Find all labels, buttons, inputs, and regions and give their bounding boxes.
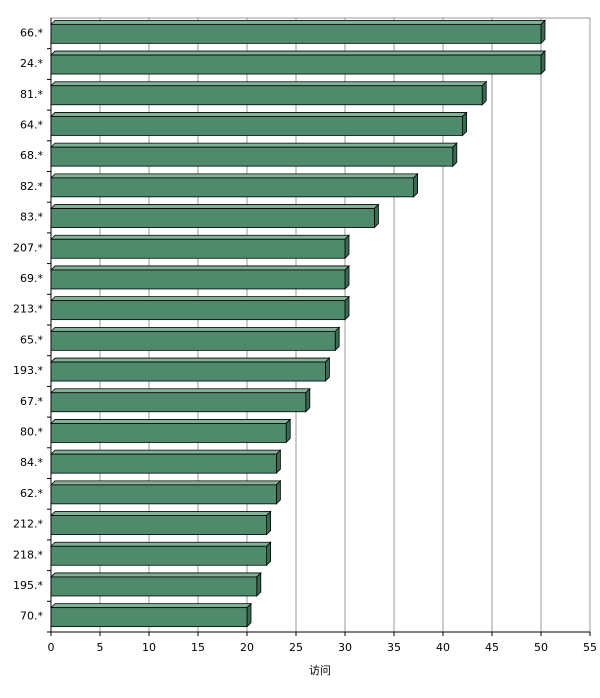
x-tick-label: 55 (583, 641, 597, 654)
x-tick-label: 20 (240, 641, 254, 654)
y-tick-label: 84.* (20, 456, 43, 469)
bar-side (344, 234, 350, 260)
bar-top (50, 234, 350, 240)
y-tick-label: 218.* (13, 548, 43, 561)
bar (50, 484, 277, 505)
y-tick-label: 83.* (20, 211, 43, 224)
bar-top (50, 81, 488, 87)
x-tick-label: 15 (191, 641, 205, 654)
bar (50, 361, 326, 382)
bar-side (305, 387, 311, 413)
bar (50, 269, 346, 290)
bar-top (50, 265, 350, 271)
x-tick-label: 5 (97, 641, 104, 654)
y-tick-label: 195.* (13, 579, 43, 592)
bar-top (50, 572, 262, 578)
y-tick-label: 82.* (20, 180, 43, 193)
x-tick-label: 35 (387, 641, 401, 654)
bar-side (344, 295, 350, 321)
bar-top (50, 419, 292, 424)
bar (50, 453, 277, 474)
bar-top (50, 296, 350, 302)
bar-side (373, 203, 379, 229)
bar (50, 85, 483, 106)
bar-top (50, 142, 458, 148)
bar-top (50, 19, 546, 25)
bar-side (266, 541, 272, 567)
bar-side (275, 449, 281, 475)
bar-side (462, 111, 468, 137)
bar (50, 238, 346, 259)
y-tick-label: 193.* (13, 364, 43, 377)
bar-side (540, 19, 546, 45)
x-tick-label: 50 (534, 641, 548, 654)
x-tick-label: 40 (436, 641, 450, 654)
bar (50, 607, 248, 628)
bar-side (344, 264, 350, 290)
bar-top (50, 449, 282, 455)
x-axis-title: 访问 (309, 664, 331, 677)
y-tick-label: 207.* (13, 241, 43, 254)
y-tick-label: 65.* (20, 333, 43, 346)
bar (50, 576, 258, 597)
x-tick-label: 10 (142, 641, 156, 654)
bar (50, 423, 287, 443)
y-tick-label: 70.* (20, 610, 43, 623)
bar-top (50, 326, 341, 332)
bar-top (50, 50, 546, 56)
y-tick-label: 68.* (20, 149, 43, 162)
bar-side (246, 602, 252, 628)
bar-side (275, 479, 281, 505)
bar (50, 208, 375, 228)
y-tick-label: 69.* (20, 272, 43, 285)
bar (50, 300, 346, 321)
bar-top (50, 112, 468, 117)
bar-side (452, 142, 458, 168)
x-tick-label: 30 (338, 641, 352, 654)
x-tick-label: 45 (485, 641, 499, 654)
bar-side (334, 326, 340, 352)
bar-top (50, 357, 331, 363)
bar-top (50, 541, 272, 547)
bar-side (285, 418, 291, 444)
y-tick-label: 64.* (20, 118, 43, 131)
x-tick-label: 25 (289, 641, 303, 654)
bar (50, 330, 336, 351)
bar-top (50, 480, 282, 486)
bar-top (50, 204, 380, 209)
bar (50, 146, 454, 167)
bar-side (266, 510, 272, 536)
y-tick-label: 24.* (20, 57, 43, 70)
bar-side (256, 571, 262, 597)
bar-top (50, 603, 252, 609)
bar (50, 545, 268, 566)
bar-side (413, 172, 419, 198)
bar (50, 23, 542, 44)
bar-top (50, 173, 419, 179)
plot-area (50, 17, 591, 633)
y-tick-label: 81.* (20, 88, 43, 101)
bar-side (324, 357, 330, 383)
bar-top (50, 388, 311, 394)
bar (50, 116, 464, 136)
y-tick-label: 67.* (20, 395, 43, 408)
y-tick-label: 62.* (20, 487, 43, 500)
bar-top (50, 511, 272, 516)
x-tick-label: 0 (48, 641, 55, 654)
y-tick-label: 212.* (13, 518, 43, 531)
bar (50, 177, 415, 198)
y-tick-label: 80.* (20, 425, 43, 438)
bar (50, 515, 268, 535)
bar (50, 392, 307, 413)
y-tick-label: 66.* (20, 26, 43, 39)
bar-side (481, 80, 487, 106)
bar (50, 54, 542, 75)
bar-side (540, 50, 546, 76)
y-tick-label: 213.* (13, 303, 43, 316)
